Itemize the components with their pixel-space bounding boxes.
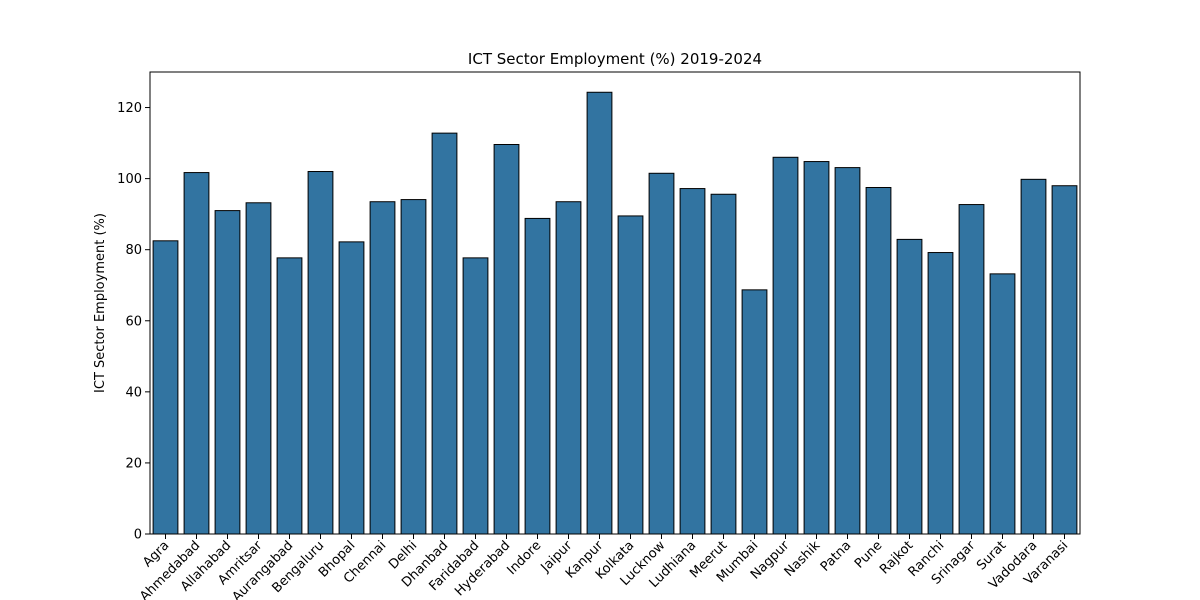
y-tick-label: 100 (117, 172, 142, 187)
bar-nashik (803, 161, 830, 535)
x-tick-label-nashik: Nashik (782, 538, 824, 580)
bar-rajkot (896, 238, 923, 535)
bar-lucknow (648, 172, 675, 535)
x-tick-label-patna: Patna (818, 538, 854, 574)
bar-ludhiana (679, 188, 706, 535)
chart-title: ICT Sector Employment (%) 2019-2024 (468, 50, 762, 68)
bar-chennai (369, 201, 396, 535)
bar-dhanbad (431, 132, 458, 535)
bar-allahabad (214, 210, 241, 535)
bar-surat (989, 273, 1016, 535)
bar-ranchi (927, 252, 954, 535)
bar-patna (834, 167, 861, 535)
y-tick-label: 20 (125, 456, 142, 471)
bar-amritsar (245, 202, 272, 535)
y-tick-label: 120 (117, 101, 142, 116)
y-tick-label: 40 (125, 385, 142, 400)
y-axis-title: ICT Sector Employment (%) (93, 213, 108, 393)
bar-bengaluru (307, 171, 334, 535)
bar-varanasi (1051, 185, 1078, 535)
bar-ahmedabad (183, 172, 210, 535)
x-tick-label-indore: Indore (504, 538, 544, 578)
bar-aurangabad (276, 257, 303, 535)
bar-delhi (400, 199, 427, 535)
bars-group (152, 91, 1078, 535)
plot-frame (149, 71, 1081, 535)
bar-bhopal (338, 241, 365, 535)
bar-agra (152, 240, 179, 535)
y-tick-label: 0 (134, 528, 142, 543)
bar-pune (865, 187, 892, 535)
bar-indore (524, 217, 551, 535)
bar-kanpur (586, 91, 613, 535)
y-axis-ticks: 0 20 40 60 80 100 120 (117, 101, 150, 543)
y-tick-label: 80 (125, 243, 142, 258)
bar-meerut (710, 193, 737, 535)
bar-srinagar (958, 204, 985, 535)
bar-jaipur (555, 201, 582, 535)
bar-faridabad (462, 257, 489, 535)
y-tick-label: 60 (125, 314, 142, 329)
bar-nagpur (772, 156, 799, 535)
bar-mumbai (741, 289, 768, 535)
bar-hyderabad (493, 144, 520, 535)
x-axis-ticks: AgraAhmedabadAllahabadAmritsarAurangabad… (137, 534, 1071, 600)
bar-kolkata (617, 215, 644, 535)
bar-vadodara (1020, 178, 1047, 535)
